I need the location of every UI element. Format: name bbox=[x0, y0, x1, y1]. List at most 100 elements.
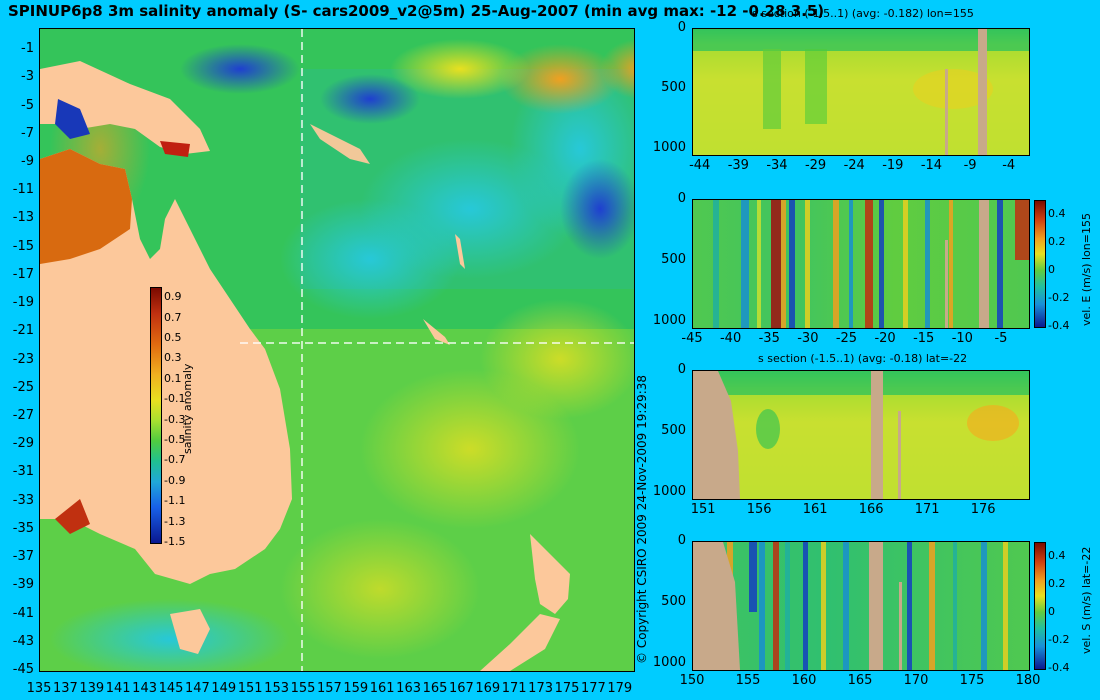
map-x-tick: 155 bbox=[290, 681, 316, 696]
map-x-tick: 153 bbox=[264, 681, 289, 696]
section1-x-tick: -9 bbox=[963, 158, 977, 173]
section1-y-tick: 0 bbox=[677, 20, 686, 35]
section2-y-tick: 500 bbox=[661, 251, 686, 267]
map-x-tick: 137 bbox=[52, 681, 78, 696]
section1-x-tick: -24 bbox=[843, 158, 865, 173]
map-x-tick: 165 bbox=[422, 681, 448, 696]
map-y-tick: -11 bbox=[12, 182, 34, 198]
section4-x-tick: 155 bbox=[735, 673, 761, 688]
section4-x-tick: 150 bbox=[679, 673, 705, 688]
section2-colorbar bbox=[1034, 200, 1046, 328]
map-x-tick: 163 bbox=[396, 681, 421, 696]
map-x-tick: 143 bbox=[132, 681, 157, 696]
section1-x-tick: -44 bbox=[689, 158, 711, 173]
section2-x-tick: -45 bbox=[681, 331, 703, 346]
section1-x-tick: -4 bbox=[1002, 158, 1016, 173]
section3-title: s section (-1.5..1) (avg: -0.18) lat=-22 bbox=[758, 352, 968, 365]
section1-y-tick: 1000 bbox=[652, 140, 686, 155]
colorbar-tick: -0.1 bbox=[164, 392, 186, 406]
section4-x-tick: 175 bbox=[959, 673, 985, 688]
section4-x-tick: 160 bbox=[791, 673, 817, 688]
map-y-tick: -15 bbox=[12, 238, 34, 254]
section3-x-tick: 166 bbox=[858, 502, 884, 517]
section2-colorbar-tick: 0.4 bbox=[1048, 207, 1066, 220]
colorbar-ticks: 0.9 0.7 0.5 0.3 0.1 -0.1 -0.3 -0.5 -0.7 -0.9 -1.1 -… bbox=[164, 287, 194, 548]
map-x-tick: 149 bbox=[211, 681, 237, 696]
section4-colorbar-label: vel. S (m/s) lat=-22 bbox=[1080, 546, 1093, 654]
map-y-tick: -45 bbox=[12, 662, 34, 677]
section4-colorbar-tick: 0.2 bbox=[1048, 577, 1066, 590]
section4-x-tick: 165 bbox=[847, 673, 873, 688]
map-y-tick: -19 bbox=[12, 295, 34, 311]
colorbar-tick: -1.1 bbox=[164, 494, 186, 508]
section2-x-tick: -35 bbox=[758, 331, 780, 346]
colorbar-tick: 0.7 bbox=[164, 310, 182, 324]
map-y-tick: -5 bbox=[21, 97, 34, 113]
section1-svg bbox=[693, 29, 1029, 155]
map-y-tick: -17 bbox=[12, 266, 34, 282]
section2-colorbar-tick: 0.2 bbox=[1048, 235, 1066, 248]
section1-x-tick: -29 bbox=[804, 158, 827, 173]
map-x-tick: 175 bbox=[554, 681, 580, 696]
section3-x-tick: 161 bbox=[802, 502, 828, 517]
section1-x-tick: -39 bbox=[727, 158, 749, 173]
map-x-tick: 173 bbox=[528, 681, 553, 696]
map-y-tick: -21 bbox=[12, 323, 34, 339]
map-x-tick: 169 bbox=[475, 681, 501, 696]
salinity-map: 0.9 0.7 0.5 0.3 0.1 -0.1 -0.3 -0.5 -0.7 -0.9 -1.1 -… bbox=[39, 28, 635, 672]
map-y-tick: -13 bbox=[12, 210, 34, 226]
section1-y-tick: 500 bbox=[661, 80, 686, 95]
map-x-tick: 161 bbox=[369, 681, 395, 696]
section4-svg bbox=[693, 542, 1008, 670]
section3-plot bbox=[692, 370, 1030, 500]
map-x-tick: 167 bbox=[448, 681, 474, 696]
section4-colorbar bbox=[1034, 542, 1046, 670]
figure-title: SPINUP6p8 3m salinity anomaly (S- cars20… bbox=[8, 2, 825, 20]
colorbar-tick: 0.5 bbox=[164, 331, 182, 344]
section3-x-tick: 171 bbox=[914, 502, 940, 517]
section2-plot bbox=[692, 199, 1030, 329]
section4-y-tick: 500 bbox=[661, 593, 686, 609]
section4-colorbar-tick: -0.2 bbox=[1048, 633, 1070, 646]
section4-colorbar-tick: 0 bbox=[1048, 605, 1055, 618]
section2-x-tick: -10 bbox=[951, 331, 973, 346]
map-y-tick: -25 bbox=[12, 379, 34, 395]
section1-x-tick: -34 bbox=[766, 158, 788, 173]
section2-x-tick: -15 bbox=[913, 331, 935, 346]
section1-x-tick: -14 bbox=[920, 158, 943, 173]
map-x-tick: 151 bbox=[237, 681, 263, 696]
section3-svg bbox=[693, 371, 1029, 499]
section3-y-tick: 500 bbox=[661, 422, 686, 438]
map-y-tick: -31 bbox=[12, 464, 34, 480]
colorbar-tick: 0.9 bbox=[164, 290, 182, 304]
map-x-tick: 159 bbox=[343, 681, 369, 696]
colorbar-tick: -1.3 bbox=[164, 514, 186, 528]
map-y-tick: -3 bbox=[21, 69, 34, 85]
section2-x-tick: -40 bbox=[719, 331, 742, 346]
colorbar-tick: 0.1 bbox=[164, 371, 182, 385]
section4-plot bbox=[692, 541, 1030, 671]
section2-x-tick: -30 bbox=[797, 331, 819, 346]
section3-x-tick: 156 bbox=[746, 502, 772, 517]
section2-x-tick: -5 bbox=[994, 331, 1008, 346]
section2-colorbar-label: vel. E (m/s) lon=155 bbox=[1080, 213, 1093, 326]
map-y-tick: -27 bbox=[12, 408, 34, 424]
salinity-colorbar bbox=[150, 287, 162, 544]
section3-y-tick: 0 bbox=[677, 362, 686, 377]
map-y-tick: -29 bbox=[12, 436, 34, 452]
colorbar-label: salinity anomaly bbox=[181, 363, 194, 454]
section2-y-tick: 1000 bbox=[652, 312, 686, 328]
map-x-tick: 141 bbox=[105, 681, 131, 696]
section4-colorbar-tick: -0.4 bbox=[1048, 661, 1070, 674]
section2-x-tick: -25 bbox=[835, 331, 858, 346]
colorbar-tick: -0.7 bbox=[164, 453, 186, 467]
map-y-tick: -43 bbox=[12, 633, 34, 649]
map-x-tick: 171 bbox=[501, 681, 527, 696]
map-x-tick: 147 bbox=[184, 681, 210, 696]
map-y-tick: -41 bbox=[12, 605, 34, 621]
colorbar-tick: -1.5 bbox=[164, 535, 186, 548]
section4-x-tick: 180 bbox=[1015, 673, 1041, 688]
map-y-tick: -1 bbox=[21, 41, 34, 57]
section4-colorbar-tick: 0.4 bbox=[1048, 549, 1066, 562]
map-x-tick: 145 bbox=[158, 681, 184, 696]
